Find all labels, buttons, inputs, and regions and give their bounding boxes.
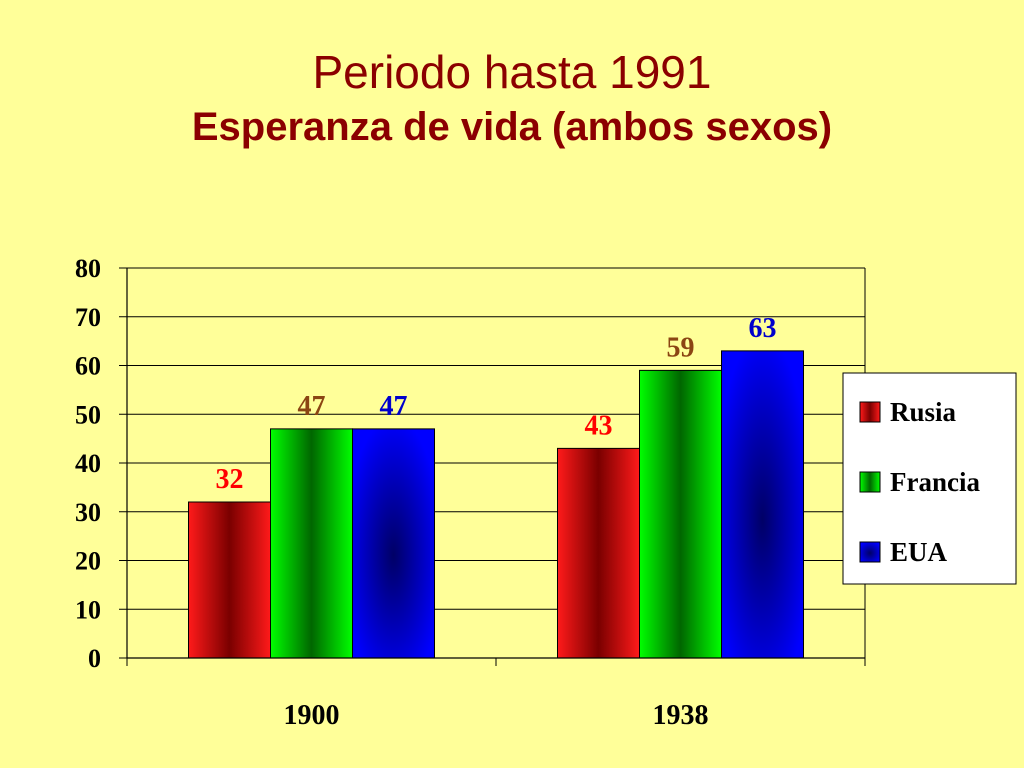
bars xyxy=(188,350,804,659)
bar-eua-1900 xyxy=(352,428,435,659)
slide-title-block: Periodo hasta 1991 Esperanza de vida (am… xyxy=(0,44,1024,154)
y-tick-label: 70 xyxy=(75,303,101,332)
bar-rusia-1938 xyxy=(557,447,640,659)
legend-label-rusia: Rusia xyxy=(890,397,957,427)
bar-eua-1938 xyxy=(721,350,804,659)
data-label-eua-1938: 63 xyxy=(749,313,777,344)
data-label-rusia-1938: 43 xyxy=(585,410,613,441)
y-tick-label: 10 xyxy=(75,595,101,624)
y-tick-label: 50 xyxy=(75,400,101,429)
legend-label-eua: EUA xyxy=(890,537,948,567)
legend-swatch-francia xyxy=(859,471,881,493)
y-tick-label: 80 xyxy=(75,254,101,283)
data-label-francia-1900: 47 xyxy=(298,391,326,422)
data-label-francia-1938: 59 xyxy=(667,332,695,363)
bar-rusia-1900 xyxy=(188,501,271,659)
y-tick-label: 30 xyxy=(75,498,101,527)
y-tick-label: 40 xyxy=(75,449,101,478)
y-tick-label: 0 xyxy=(88,644,101,673)
bar-francia-1900 xyxy=(270,428,353,659)
legend-swatch-rusia xyxy=(859,401,881,423)
y-tick-label: 20 xyxy=(75,547,101,576)
y-tick-label: 60 xyxy=(75,352,101,381)
chart-subtitle: Esperanza de vida (ambos sexos) xyxy=(191,105,833,149)
bar-francia-1938 xyxy=(639,369,722,659)
data-label-rusia-1900: 32 xyxy=(216,464,244,495)
x-tick-label: 1900 xyxy=(284,700,340,731)
legend-swatch-eua xyxy=(859,541,881,563)
legend: Rusia Francia EUA xyxy=(842,372,1017,585)
legend-label-francia: Francia xyxy=(890,467,980,497)
axes: 0 10 20 30 40 50 60 70 80 1900 1938 xyxy=(75,254,866,731)
data-label-eua-1900: 47 xyxy=(380,391,408,422)
slide-title: Periodo hasta 1991 xyxy=(312,46,712,98)
data-labels: 32 47 47 43 59 63 xyxy=(216,313,777,495)
x-tick-label: 1938 xyxy=(653,700,709,731)
